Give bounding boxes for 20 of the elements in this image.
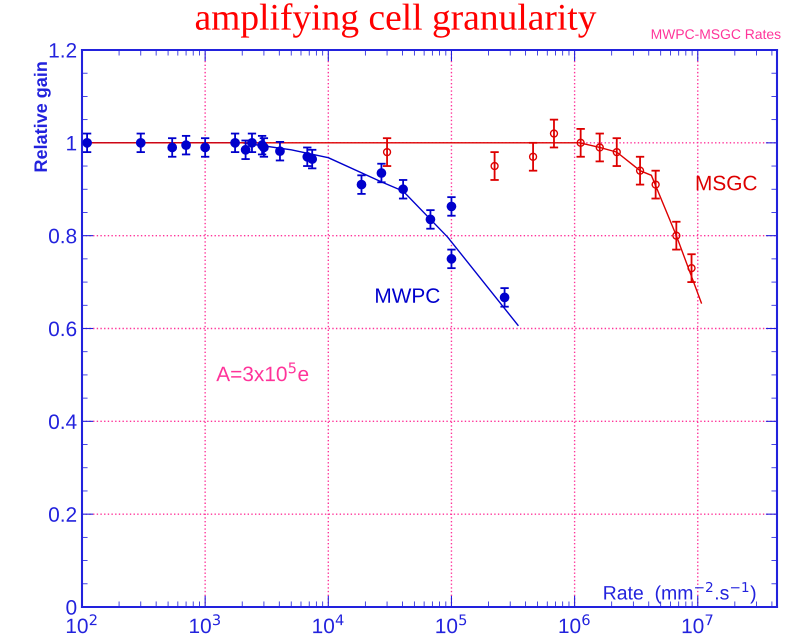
series-label: MWPC [376, 288, 440, 303]
y-axis-title: Relative gain [34, 62, 51, 172]
y-tick-label: 0.2 [48, 507, 76, 522]
annotation: A=3x10$^{5}$e [216, 362, 308, 382]
y-tick-label: 0.8 [48, 228, 76, 244]
x-tick-label: 10$^{2}$ [66, 614, 97, 634]
y-tick-label: 1 [67, 136, 76, 150]
x-tick-label: 10$^{4}$ [313, 614, 344, 634]
x-tick-label: 10$^{7}$ [682, 614, 712, 634]
x-tick-label: 10$^{5}$ [436, 614, 466, 634]
series-label: MSGC [696, 176, 757, 190]
y-tick-label: 0 [66, 600, 76, 615]
chart-subtitle: MWPC-MSGC Rates [652, 29, 781, 40]
y-tick-label: 0.4 [48, 414, 77, 430]
x-tick-label: 10$^{6}$ [560, 614, 590, 634]
x-axis-title: Rate (mm$^{−2}$.s$^{−1}$) [604, 582, 756, 604]
x-tick-label: 10$^{3}$ [190, 614, 220, 634]
y-tick-label: 1.2 [50, 43, 76, 58]
chart-title: amplifying cell granularity [196, 3, 596, 38]
y-tick-label: 0.6 [48, 322, 76, 336]
